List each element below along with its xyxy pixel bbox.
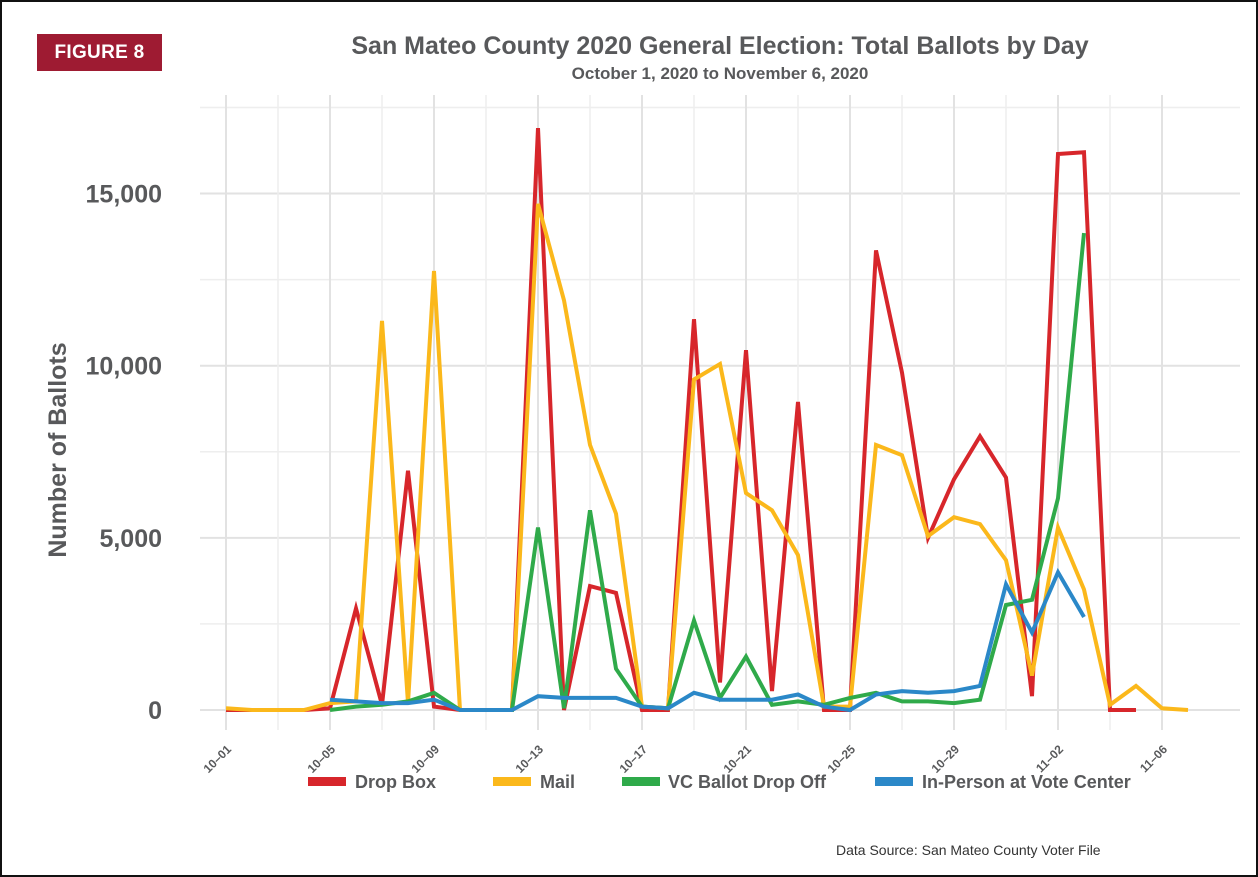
y-tick-label: 10,000 [86, 353, 162, 381]
y-axis-label: Number of Ballots [44, 342, 72, 557]
x-tick-label: 11–02 [1033, 742, 1066, 775]
legend-label: Drop Box [355, 772, 436, 792]
data-source-note: Data Source: San Mateo County Voter File [836, 842, 1101, 858]
y-axis-ticks: 0 5,000 10,000 15,000 [86, 181, 162, 725]
x-tick-label: 10–09 [409, 742, 443, 776]
legend-swatch [875, 777, 913, 786]
grid-layer [200, 95, 1240, 730]
series-line-vc-ballot-drop-off [329, 232, 1086, 712]
x-tick-label: 10–05 [305, 742, 339, 776]
legend-label: In-Person at Vote Center [922, 772, 1131, 792]
legend-swatch [622, 777, 660, 786]
series-line-in-person-at-vote-center [329, 567, 1086, 713]
x-axis-ticks: 10–01 10–05 10–09 10–13 10–17 10–21 10–25 10–29… [201, 742, 1171, 776]
series-line-drop-box [226, 128, 1136, 712]
x-tick-label: 10–01 [201, 742, 235, 776]
x-tick-label: 11–06 [1137, 742, 1170, 775]
figure-badge: FIGURE 8 [37, 34, 162, 71]
x-tick-label: 10–29 [929, 742, 963, 776]
x-tick-label: 10–25 [825, 742, 859, 776]
legend: Drop Box Mail VC Ballot Drop Off In-Person … [308, 772, 1131, 792]
x-tick-label: 10–17 [617, 742, 651, 776]
x-tick-label: 10–13 [513, 742, 547, 776]
legend-swatch [493, 777, 531, 786]
legend-swatch [308, 777, 346, 786]
y-tick-label: 0 [148, 697, 162, 725]
y-tick-label: 5,000 [99, 525, 162, 553]
y-tick-label: 15,000 [86, 181, 162, 209]
series-line-mail [225, 203, 1189, 712]
legend-label: VC Ballot Drop Off [668, 772, 827, 792]
series-layer [225, 128, 1189, 713]
x-tick-label: 10–21 [721, 742, 755, 776]
legend-label: Mail [540, 772, 575, 792]
chart-subtitle: October 1, 2020 to November 6, 2020 [571, 64, 869, 83]
chart-title: San Mateo County 2020 General Election: … [351, 32, 1089, 60]
